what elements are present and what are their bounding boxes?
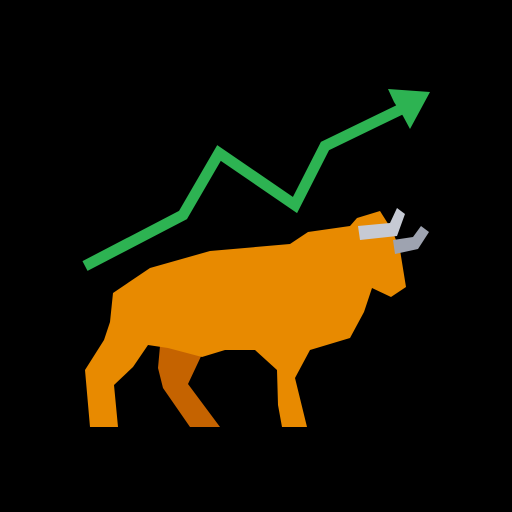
bull-icon (85, 208, 429, 427)
bull-body (85, 211, 406, 427)
trend-arrow-icon (82, 89, 430, 271)
bull-back-leg (158, 346, 220, 427)
bull-horn-near (358, 208, 405, 240)
trend-arrowhead (388, 89, 430, 129)
bull-horn-far (393, 226, 429, 254)
trend-line (82, 95, 423, 271)
